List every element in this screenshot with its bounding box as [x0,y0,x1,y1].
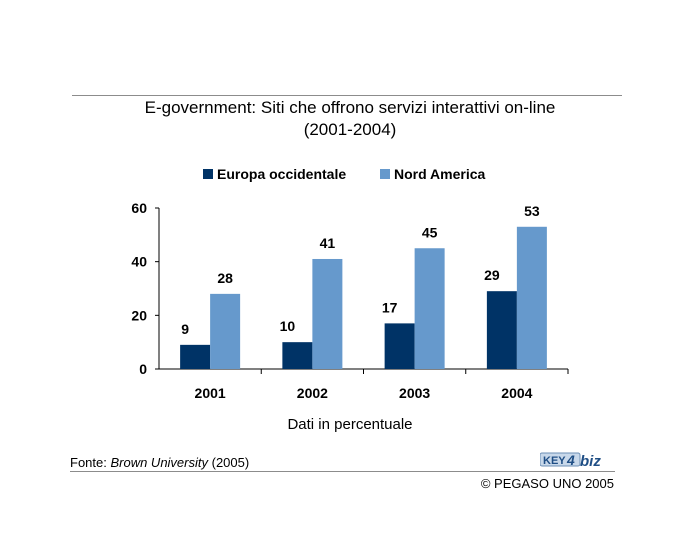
chart-legend: Europa occidentale Nord America [0,166,700,186]
logo-text-4: 4 [566,452,575,468]
legend-item-nord-america: Nord America [380,166,485,182]
bar-europa-2001 [180,344,211,369]
data-label: 28 [217,270,233,286]
legend-item-europa: Europa occidentale [203,166,346,182]
bar-nord-america-2003 [414,248,445,369]
logo-text-biz: biz [580,453,601,470]
x-axis-label: Dati in percentuale [287,416,413,433]
legend-swatch-europa [203,169,213,179]
title-rule-top [72,95,622,96]
data-label: 41 [320,235,336,251]
y-tick-label: 40 [131,254,147,270]
source-name: Brown University [110,455,208,470]
key4biz-logo-icon: KEY 4 biz [540,452,601,470]
legend-label-nord-america: Nord America [394,166,486,182]
source-suffix: (2005) [208,455,250,470]
x-tick-label: 2002 [297,385,328,401]
data-label: 10 [280,318,296,334]
y-tick-label: 0 [139,361,147,377]
source-prefix: Fonte: [70,455,111,470]
bar-europa-2002 [282,342,313,369]
chart-title: E-government: Siti che offrono servizi i… [72,97,628,141]
footer-rule [70,471,615,472]
data-label: 29 [484,267,500,283]
legend-swatch-nord-america [380,169,390,179]
data-label: 45 [422,224,438,240]
bar-europa-2004 [486,291,517,369]
data-label: 53 [524,203,540,219]
logo-text-key: KEY [543,455,566,467]
data-label: 17 [382,299,398,315]
x-tick-label: 2004 [501,385,532,401]
chart-title-line2: (2001-2004) [303,120,397,139]
copyright-text: © PEGASO UNO 2005 [480,476,614,491]
x-tick-label: 2001 [195,385,226,401]
x-tick-label: 2003 [399,385,430,401]
bar-europa-2003 [384,323,415,369]
data-label: 9 [181,321,189,337]
bar-nord-america-2002 [312,258,343,369]
source-note: Fonte: Brown University (2005) [70,455,249,470]
y-tick-label: 60 [131,200,147,216]
chart-title-line1: E-government: Siti che offrono servizi i… [144,98,556,117]
legend-label-europa: Europa occidentale [217,166,347,182]
bar-chart: 0 20 40 60 9 28 2001 10 41 2002 17 45 2003 29 53 2004 [131,200,569,401]
bar-nord-america-2001 [210,293,241,369]
y-tick-label: 20 [131,307,147,323]
bar-nord-america-2004 [516,226,547,369]
